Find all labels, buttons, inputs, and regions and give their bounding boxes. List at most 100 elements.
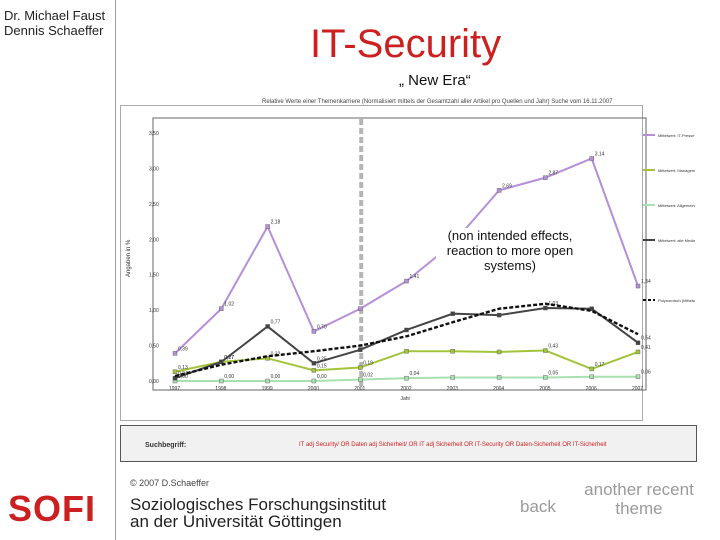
x-tick-label: 2004 [493,386,504,392]
data-point [635,340,641,345]
x-tick-label: 2006 [586,386,597,392]
x-tick-label: 2003 [447,386,458,392]
data-label: 0,05 [548,370,558,376]
data-point [496,312,502,318]
data-label: 0,17 [595,362,605,368]
data-label: 0,27 [224,355,234,361]
data-label: 2,69 [502,183,512,189]
data-point [311,378,317,384]
back-link[interactable]: back [520,497,556,516]
data-point [543,375,548,380]
data-label: 0,00 [271,374,281,380]
data-point [219,378,224,384]
data-point [311,368,317,373]
y-tick-label: 1,50 [149,273,159,279]
legend-label: Mittelwert: alle Medien [658,238,695,243]
data-point [543,305,548,311]
data-point [357,365,363,370]
data-label: 0,41 [641,345,651,351]
data-point [496,375,502,380]
data-point [265,224,270,229]
slide-title: IT-Security [310,22,502,66]
copyright: © 2007 D.Schaeffer [130,478,210,488]
annotation-note: (non intended effects, reaction to more … [436,228,584,273]
another-theme-link[interactable]: another recent theme [584,480,694,518]
x-tick-label: 1998 [215,386,226,392]
data-label: 0,15 [317,363,327,369]
data-point [219,306,224,311]
legend-label: Mittelwert: Allgemeine Tages- und Wochen… [658,203,695,208]
data-point [172,369,178,374]
sidebar: Dr. Michael Faust Dennis Schaeffer SOFI [0,0,116,540]
data-point [172,351,178,356]
data-label: 0,04 [410,371,420,377]
x-tick-label: 2002 [401,386,412,392]
chart-title: Relative Werte einer Themenkarriere (Nor… [262,99,613,105]
data-point [589,156,594,161]
data-label: 2,87 [548,171,558,177]
data-label: 0,06 [641,370,651,376]
author-name: Dennis Schaeffer [4,23,104,38]
data-point [404,327,409,333]
data-label: 0,77 [271,319,281,325]
data-point [265,324,270,329]
y-tick-label: 3,00 [149,166,159,172]
sofi-logo: SOFI [8,488,97,529]
data-label: 0,00 [224,374,234,380]
x-tick-label: 2005 [539,386,550,392]
data-point [265,356,270,361]
x-tick-label: 1997 [169,386,180,392]
institute-name: Soziologisches Forschungsinstitut an der… [130,496,386,530]
x-tick-label: 1999 [262,386,273,392]
y-tick-label: 0,00 [149,379,159,385]
line-chart: 0,00 0,50 1,00 1,50 2,00 2,50 3,00 3,50 1997 1998… [120,105,695,421]
y-tick-label: 1,00 [149,308,159,314]
data-point [357,306,363,311]
data-label: 3,14 [595,152,605,158]
data-label: 0,25 [317,356,327,362]
data-point [404,375,409,381]
y-tick-label: 2,00 [149,237,159,243]
data-label: 0,02 [363,373,373,379]
data-label: 1,34 [641,279,651,285]
data-point [450,311,455,316]
data-label: 0,27 [224,355,234,361]
data-point [496,188,502,193]
data-label: 0,13 [178,365,188,371]
y-axis-title: Angaben in % [126,239,132,277]
x-tick-label: 2001 [354,386,365,392]
x-tick-label: 2000 [308,386,319,392]
data-point [172,375,178,381]
plot-area [152,117,647,391]
data-point [543,175,548,180]
search-term-label: Suchbegriff: [145,442,187,449]
data-point [589,306,594,311]
data-point [496,349,502,355]
institute-line: Soziologisches Forschungsinstitut [130,495,387,514]
data-point [219,359,224,365]
slide-subtitle: „ New Era“ [399,72,471,89]
data-label: 0,43 [548,344,558,350]
data-point [311,361,317,366]
data-point [450,349,455,354]
data-point [265,378,270,384]
x-axis-title: Jahr [401,396,411,402]
data-label: 1,41 [410,274,420,280]
legend-label: Mittelwert: Management-Presse [658,168,695,173]
legend-label: Mittelwert: IT-Presse [658,133,695,138]
chart-panel: 0,00 0,50 1,00 1,50 2,00 2,50 3,00 3,50 1997 1998… [120,93,695,463]
data-point [404,349,409,354]
data-label: 0,39 [178,346,188,352]
data-label: 0,54 [641,336,651,342]
data-point [543,348,548,353]
authors: Dr. Michael Faust Dennis Schaeffer [4,8,105,38]
data-point [635,349,641,355]
data-label: 0,00 [317,374,327,380]
data-label: 0,19 [363,361,373,367]
data-point [404,278,409,284]
author-name: Dr. Michael Faust [4,8,106,23]
search-term-query: IT adj Security/ OR Daten adj Sicherheit… [299,442,607,448]
data-label: 1,02 [224,302,234,308]
data-label: 2,18 [271,220,281,226]
data-point [311,329,317,334]
